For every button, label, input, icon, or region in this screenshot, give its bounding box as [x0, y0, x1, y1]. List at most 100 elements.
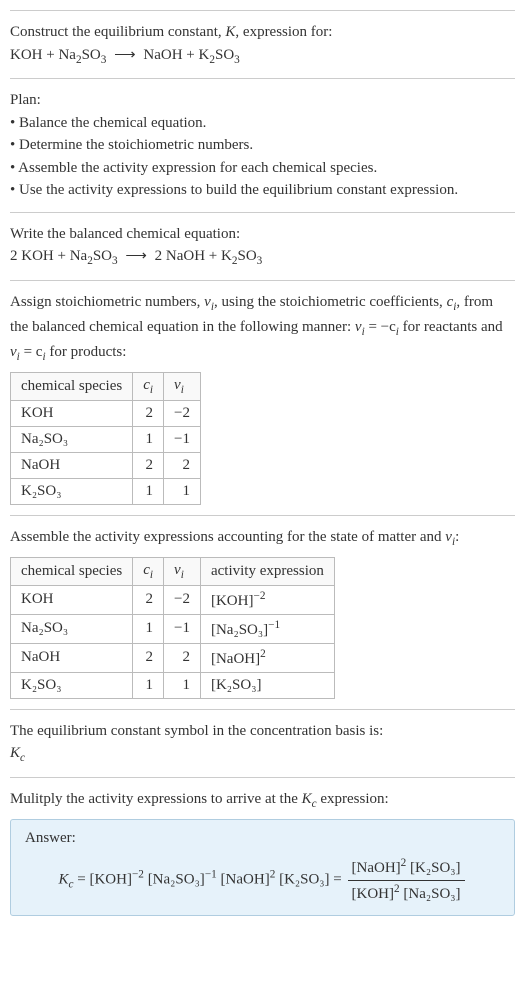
txt: =	[73, 871, 89, 887]
table-row: NaOH22	[11, 452, 201, 478]
k-symbol: K	[225, 24, 235, 40]
txt: ν	[445, 529, 452, 545]
multiply-section: Mulitply the activity expressions to arr…	[10, 777, 515, 926]
intro-text: Construct the equilibrium constant,	[10, 24, 225, 40]
cell: −1	[164, 614, 201, 643]
answer-expression: Kc = [KOH]−2 [Na₂SO₃]−1 [NaOH]2 [K₂SO₃] …	[25, 855, 500, 905]
activity-table: chemical species ci νi activity expressi…	[10, 557, 335, 699]
col-ci: ci	[133, 372, 164, 400]
cell: −2	[164, 585, 201, 614]
txt: [K₂SO₃]	[279, 871, 329, 887]
sup: 2	[270, 868, 276, 880]
sup: 2	[260, 648, 266, 660]
eq-lhs: 2 KOH + Na2SO3	[10, 248, 118, 264]
balanced-section: Write the balanced chemical equation: 2 …	[10, 212, 515, 280]
assign-text: Assign stoichiometric numbers, νi, using…	[10, 291, 515, 366]
txt: [KOH]	[89, 871, 132, 887]
txt: SO	[82, 47, 101, 63]
txt: = c	[20, 344, 43, 360]
plan-item: • Use the activity expressions to build …	[10, 179, 515, 202]
txt: K	[58, 871, 68, 887]
txt: SO	[215, 47, 234, 63]
sub: i	[181, 384, 184, 396]
txt: K	[302, 791, 312, 807]
table-row: KOH2−2	[11, 400, 201, 426]
cell: Na₂SO₃	[11, 426, 133, 452]
activity-title: Assemble the activity expressions accoun…	[10, 526, 515, 551]
txt: , using the stoichiometric coefficients,	[214, 294, 447, 310]
txt: ν	[174, 562, 181, 578]
txt: =	[333, 871, 345, 887]
cell: 2	[133, 585, 164, 614]
sub: i	[150, 569, 153, 581]
txt: c	[143, 562, 150, 578]
assign-section: Assign stoichiometric numbers, νi, using…	[10, 280, 515, 515]
cell: 2	[164, 643, 201, 672]
intro-equation: KOH + Na2SO3 ⟶ NaOH + K2SO3	[10, 44, 515, 69]
table-row: NaOH 2 2[NaOH]2	[11, 643, 335, 672]
txt: [Na₂SO₃]	[148, 871, 205, 887]
txt: Assign stoichiometric numbers,	[10, 294, 204, 310]
eq-lhs: KOH + Na2SO3	[10, 47, 106, 63]
txt: expression:	[317, 791, 389, 807]
multiply-text: Mulitply the activity expressions to arr…	[10, 788, 515, 813]
cell: NaOH	[11, 643, 133, 672]
sup: −2	[253, 590, 265, 602]
intro-line1: Construct the equilibrium constant, K, e…	[10, 21, 515, 44]
txt: SO	[237, 248, 256, 264]
plan-item: • Determine the stoichiometric numbers.	[10, 134, 515, 157]
txt: [KOH]	[211, 593, 254, 609]
col-nui: νi	[164, 557, 201, 585]
table-header-row: chemical species ci νi	[11, 372, 201, 400]
col-activity: activity expression	[200, 557, 334, 585]
cell: 2	[164, 452, 201, 478]
cell: KOH	[11, 400, 133, 426]
txt: [Na₂SO₃]	[211, 622, 268, 638]
plan-item: • Balance the chemical equation.	[10, 112, 515, 135]
txt: SO	[93, 248, 112, 264]
arrow-icon: ⟶	[125, 245, 147, 268]
denominator: [KOH]2 [Na₂SO₃]	[348, 881, 465, 906]
sup: −1	[268, 619, 280, 631]
intro-section: Construct the equilibrium constant, K, e…	[10, 10, 515, 78]
cell: 1	[133, 614, 164, 643]
activity-section: Assemble the activity expressions accoun…	[10, 515, 515, 709]
table-header-row: chemical species ci νi activity expressi…	[11, 557, 335, 585]
cell: NaOH	[11, 452, 133, 478]
txt: = −c	[365, 319, 396, 335]
fraction: [NaOH]2 [K₂SO₃] [KOH]2 [Na₂SO₃]	[348, 855, 465, 905]
col-nui: νi	[164, 372, 201, 400]
col-species: chemical species	[11, 372, 133, 400]
numerator: [NaOH]2 [K₂SO₃]	[348, 855, 465, 881]
txt: :	[455, 529, 459, 545]
cell: [NaOH]2	[200, 643, 334, 672]
cell: 1	[133, 672, 164, 698]
table-row: Na₂SO₃1−1	[11, 426, 201, 452]
cell: −1	[164, 426, 201, 452]
kc-section: The equilibrium constant symbol in the c…	[10, 709, 515, 777]
col-species: chemical species	[11, 557, 133, 585]
sub: c	[20, 752, 25, 764]
txt: K	[10, 745, 20, 761]
plan-section: Plan: • Balance the chemical equation. •…	[10, 78, 515, 212]
cell: [K₂SO₃]	[200, 672, 334, 698]
txt: ν	[355, 319, 362, 335]
sub: 3	[112, 255, 118, 267]
answer-label: Answer:	[25, 830, 500, 847]
sub: 3	[101, 54, 107, 66]
table-row: K₂SO₃11[K₂SO₃]	[11, 672, 335, 698]
kc-symbol: Kc	[10, 742, 515, 767]
txt: Mulitply the activity expressions to arr…	[10, 791, 302, 807]
cell: KOH	[11, 585, 133, 614]
table-row: KOH2−2[KOH]−2	[11, 585, 335, 614]
txt: ν	[10, 344, 17, 360]
txt: [NaOH]	[221, 871, 270, 887]
cell: [KOH]−2	[200, 585, 334, 614]
txt: 2 KOH + Na	[10, 248, 87, 264]
txt: [Na₂SO₃]	[403, 886, 460, 902]
sup: −1	[205, 868, 217, 880]
txt: [NaOH]	[352, 860, 401, 876]
txt: [NaOH]	[211, 651, 260, 667]
cell: K₂SO₃	[11, 478, 133, 504]
txt: [KOH]	[352, 886, 395, 902]
